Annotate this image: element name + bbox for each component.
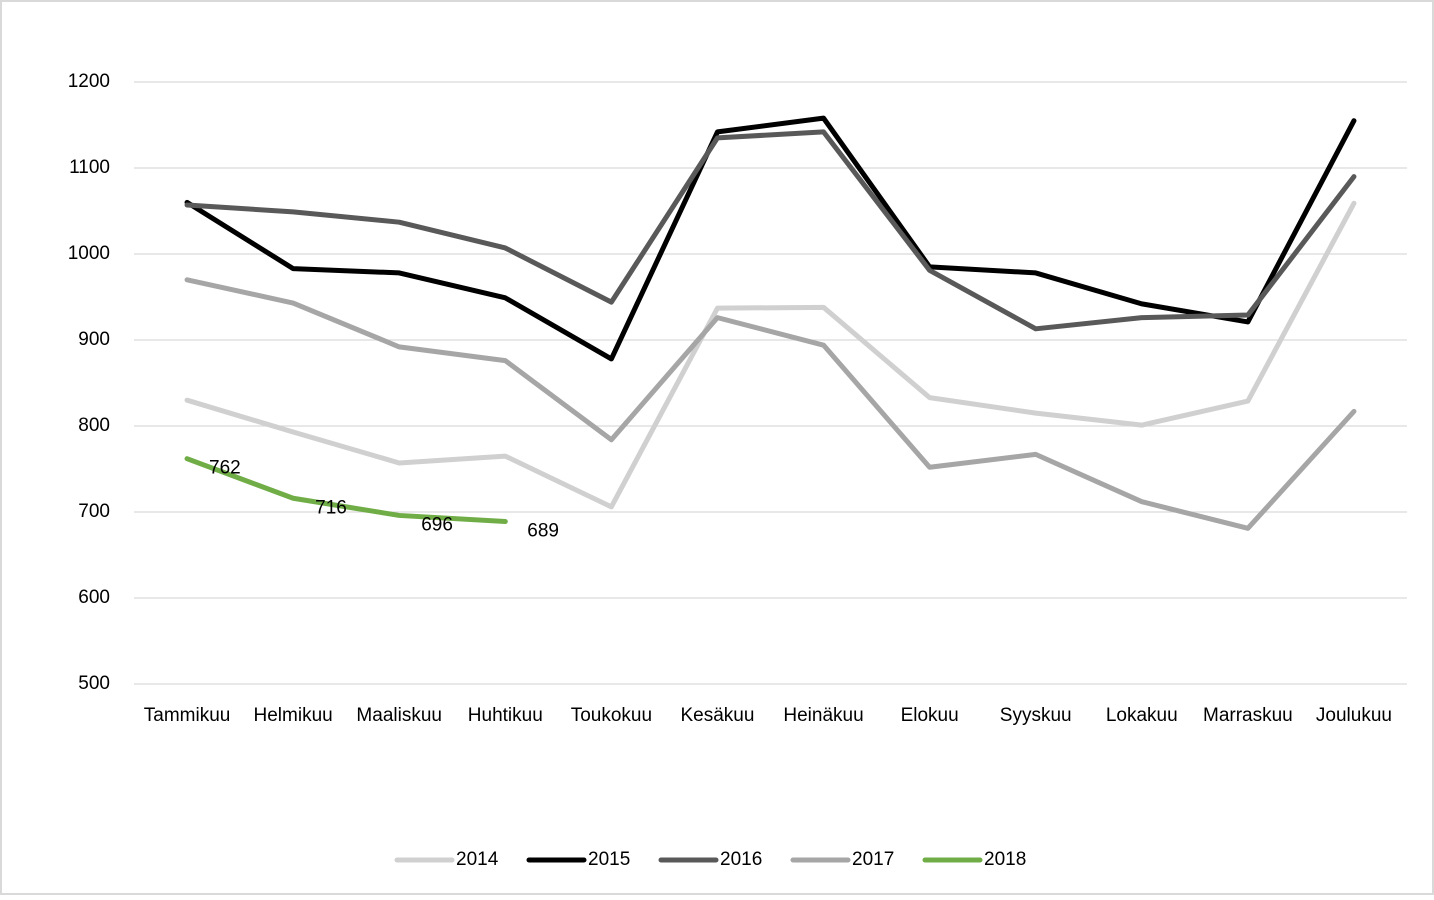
x-tick-label: Toukokuu	[571, 705, 652, 726]
series-line	[184, 277, 1357, 531]
x-tick-label: Syyskuu	[1000, 705, 1072, 726]
y-tick-label: 900	[78, 329, 110, 350]
y-tick-label: 1100	[69, 157, 110, 178]
y-tick-label: 700	[78, 501, 110, 522]
data-label: 696	[421, 514, 453, 535]
x-tick-label: Joulukuu	[1316, 705, 1392, 726]
legend-label: 2017	[852, 849, 894, 870]
x-tick-label: Maaliskuu	[356, 705, 442, 726]
x-tick-label: Lokakuu	[1106, 705, 1178, 726]
legend-label: 2016	[720, 849, 762, 870]
y-tick-label: 500	[78, 673, 110, 694]
x-tick-label: Kesäkuu	[680, 705, 754, 726]
x-tick-label: Elokuu	[901, 705, 959, 726]
legend-label: 2014	[456, 849, 499, 870]
series-line	[184, 200, 1357, 510]
x-tick-label: Helmikuu	[254, 705, 333, 726]
y-tick-label: 600	[78, 587, 110, 608]
series-line	[184, 456, 508, 524]
x-tick-label: Heinäkuu	[783, 705, 863, 726]
legend-label: 2018	[984, 849, 1026, 870]
data-label: 689	[527, 520, 559, 541]
data-label: 762	[209, 458, 241, 479]
series-line	[184, 129, 1357, 332]
y-tick-label: 800	[78, 415, 110, 436]
y-tick-label: 1200	[68, 71, 110, 92]
series-line	[184, 115, 1357, 362]
legend-label: 2015	[588, 849, 630, 870]
data-label: 716	[315, 497, 347, 518]
x-tick-label: Tammikuu	[144, 705, 231, 726]
x-tick-label: Huhtikuu	[468, 705, 543, 726]
x-tick-label: Marraskuu	[1203, 705, 1293, 726]
y-tick-label: 1000	[68, 243, 110, 264]
